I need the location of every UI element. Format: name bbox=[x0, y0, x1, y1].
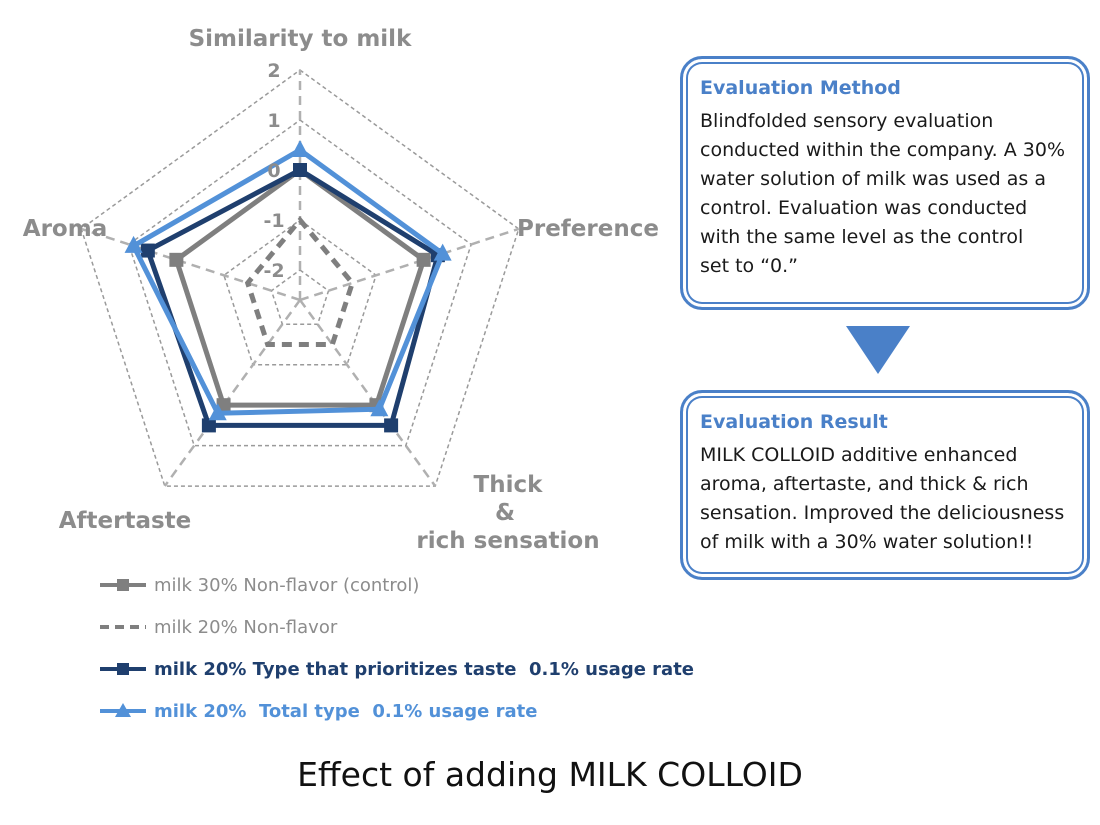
evaluation-method-box: Evaluation Method Blindfolded sensory ev… bbox=[680, 56, 1090, 310]
series-line-2 bbox=[144, 167, 441, 428]
radar-axis-labels: Similarity to milk Preference Thick & ri… bbox=[23, 26, 659, 554]
grid-ring bbox=[270, 269, 330, 326]
series-marker-0 bbox=[416, 252, 431, 267]
axis-label-aroma: Aroma bbox=[23, 216, 107, 242]
series-line-1 bbox=[244, 216, 356, 347]
axis-label-thick-3: rich sensation bbox=[416, 528, 599, 554]
legend-label-total-type: milk 20% Total type 0.1% usage rate bbox=[154, 700, 538, 722]
tick-label: 2 bbox=[267, 60, 280, 82]
series-marker-2 bbox=[201, 418, 216, 433]
legend-label-taste-priority: milk 20% Type that prioritizes taste 0.1… bbox=[154, 658, 695, 680]
axis-label-thick-1: Thick bbox=[474, 472, 544, 498]
legend-label-control: milk 30% Non-flavor (control) bbox=[154, 574, 420, 596]
series-marker-3 bbox=[433, 243, 452, 261]
legend-swatch-taste-priority bbox=[100, 663, 146, 675]
tick-label: 1 bbox=[267, 110, 280, 132]
grid-ring bbox=[223, 219, 377, 366]
series-marker-2 bbox=[293, 163, 307, 177]
legend-label-nonflavor-20: milk 20% Non-flavor bbox=[154, 616, 338, 638]
evaluation-method-title: Evaluation Method bbox=[700, 77, 901, 99]
page-title: Effect of adding MILK COLLOID bbox=[297, 755, 803, 794]
evaluation-method-body: Blindfolded sensory evaluation conducted… bbox=[700, 110, 1065, 277]
legend-swatch-total-type bbox=[100, 703, 146, 717]
series-marker-3 bbox=[370, 399, 389, 417]
axis-label-preference: Preference bbox=[517, 216, 659, 242]
tick-label: 0 bbox=[267, 160, 280, 182]
axis-label-similarity: Similarity to milk bbox=[189, 26, 412, 52]
grid-spoke bbox=[80, 227, 301, 302]
evaluation-result-title: Evaluation Result bbox=[700, 411, 888, 433]
grid-spoke bbox=[298, 299, 437, 487]
series-line-3 bbox=[130, 147, 446, 416]
radar-series bbox=[124, 140, 452, 433]
series-marker-3 bbox=[124, 235, 143, 253]
grid-ring bbox=[80, 69, 520, 487]
evaluation-result-body: MILK COLLOID additive enhanced aroma, af… bbox=[700, 444, 1065, 553]
legend-item-taste-priority: milk 20% Type that prioritizes taste 0.1… bbox=[98, 654, 694, 684]
legend-item-total-type: milk 20% Total type 0.1% usage rate bbox=[98, 696, 537, 726]
series-marker-3 bbox=[291, 140, 309, 157]
tick-label: -1 bbox=[263, 210, 284, 232]
series-marker-2 bbox=[384, 418, 399, 433]
series-marker-3 bbox=[208, 403, 227, 421]
legend-swatch-control bbox=[100, 579, 146, 591]
grid-spoke bbox=[163, 299, 302, 487]
legend-swatch-nonflavor-20 bbox=[100, 625, 146, 629]
series-marker-0 bbox=[169, 252, 184, 267]
radar-chart: 2 1 0 -1 -2 Similarity to milk Preference Th… bbox=[23, 26, 659, 554]
axis-label-thick-2: & bbox=[495, 500, 515, 526]
series-line-0 bbox=[173, 166, 427, 408]
legend-item-control: milk 30% Non-flavor (control) bbox=[98, 570, 419, 600]
series-marker-2 bbox=[140, 243, 155, 258]
down-arrow-icon bbox=[846, 326, 910, 374]
tick-label: -2 bbox=[263, 260, 284, 282]
evaluation-result-box: Evaluation Result MILK COLLOID additive … bbox=[680, 390, 1090, 580]
grid-ring bbox=[127, 119, 473, 447]
grid-spoke bbox=[299, 227, 520, 302]
radar-ticks: 2 1 0 -1 -2 bbox=[263, 60, 284, 282]
axis-label-aftertaste: Aftertaste bbox=[59, 508, 192, 534]
legend-item-nonflavor-20: milk 20% Non-flavor bbox=[98, 612, 337, 642]
